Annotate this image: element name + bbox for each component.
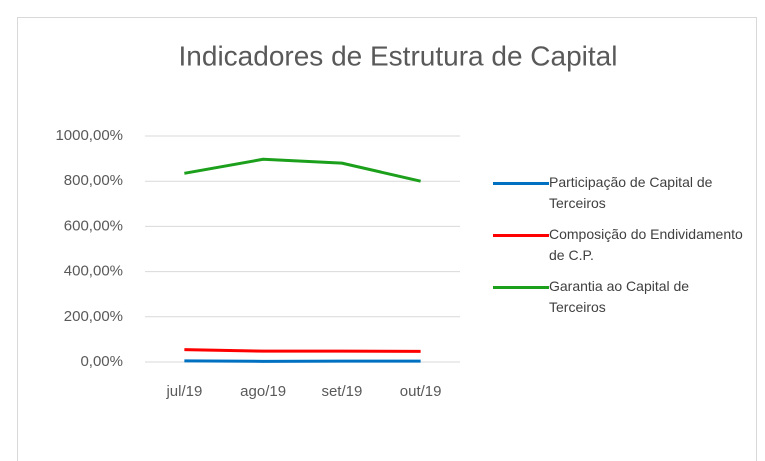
x-tick-label: ago/19 (240, 383, 286, 400)
legend: Participação de Capital de Terceiros Comp… (493, 172, 758, 328)
legend-label: Garantia ao Capital de Terceiros (549, 278, 690, 315)
chart-title: Indicadores de Estrutura de Capital (179, 40, 618, 71)
legend-label: Participação de Capital de Terceiros (549, 174, 713, 211)
series-line (184, 348, 421, 353)
legend-swatch (493, 286, 549, 289)
x-tick-label: jul/19 (165, 383, 202, 400)
series-line (184, 157, 421, 183)
chart-border (17, 17, 757, 461)
y-tick-label: 800,00% (64, 172, 123, 189)
legend-entry: Participação de Capital de Terceiros (493, 172, 758, 214)
x-tick-label: set/19 (321, 383, 362, 400)
y-tick-label: 200,00% (64, 308, 123, 325)
y-tick-label: 1000,00% (55, 127, 123, 144)
legend-swatch (493, 182, 549, 185)
legend-entry: Garantia ao Capital de Terceiros (493, 276, 758, 318)
legend-entry: Composição do Endividamento de C.P. (493, 224, 758, 266)
legend-swatch (493, 234, 549, 237)
y-tick-label: 0,00% (80, 353, 123, 370)
y-tick-label: 600,00% (64, 217, 123, 234)
x-tick-label: out/19 (400, 383, 442, 400)
y-tick-label: 400,00% (64, 263, 123, 280)
legend-label: Composição do Endividamento de C.P. (549, 226, 743, 263)
